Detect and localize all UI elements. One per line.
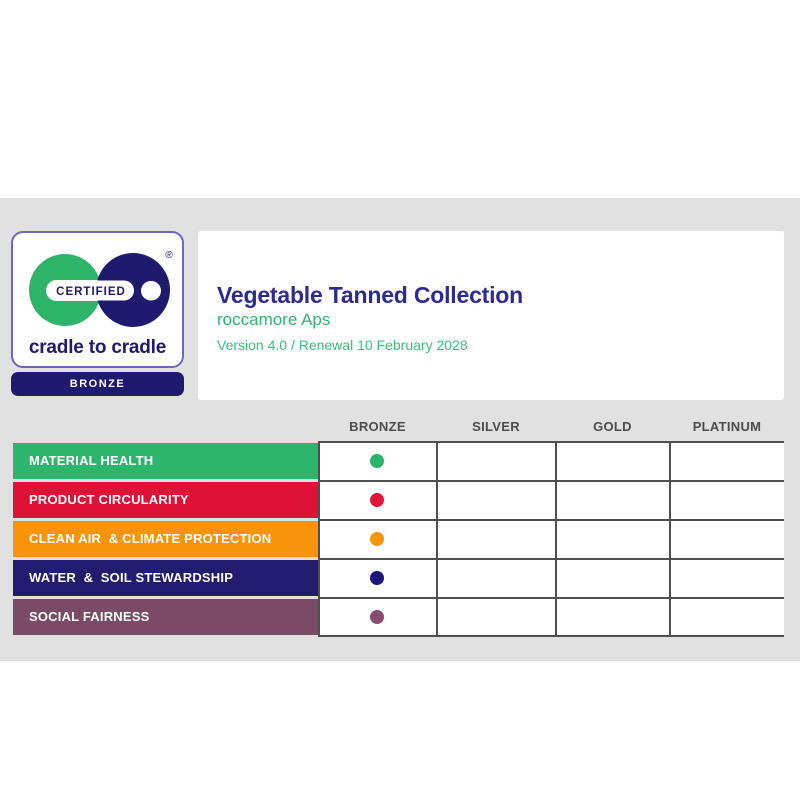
category-bar-material-health: MATERIAL HEALTH (13, 443, 318, 479)
registered-trademark-icon: ® (165, 250, 173, 261)
cradle-to-cradle-wordmark: cradle to cradle (28, 337, 167, 358)
grid-line (318, 519, 784, 521)
grid-line (555, 441, 557, 637)
category-bar-social-fairness: SOCIAL FAIRNESS (13, 599, 318, 635)
score-dot-social-fairness-bronze (370, 610, 384, 624)
category-bar-clean-air-climate-protection: CLEAN AIR & CLIMATE PROTECTION (13, 521, 318, 557)
column-header-gold: GOLD (593, 419, 632, 434)
column-header-silver: SILVER (472, 419, 520, 434)
category-bar-water-soil-stewardship: WATER & SOIL STEWARDSHIP (13, 560, 318, 596)
score-dot-water-soil-stewardship-bronze (370, 571, 384, 585)
category-bar-product-circularity: PRODUCT CIRCULARITY (13, 482, 318, 518)
score-dot-product-circularity-bronze (370, 493, 384, 507)
grid-line (318, 635, 784, 637)
certification-level-banner: BRONZE (11, 372, 184, 396)
score-dot-clean-air-climate-protection-bronze (370, 532, 384, 546)
column-header-platinum: PLATINUM (692, 419, 762, 434)
score-grid (318, 441, 784, 637)
grid-line (318, 597, 784, 599)
version-renewal-line: Version 4.0 / Renewal 10 February 2028 (217, 337, 468, 353)
certified-label: CERTIFIED (56, 286, 126, 298)
c2c-interlocking-circles-icon: CERTIFIED ® (29, 250, 173, 327)
company-name: roccamore Aps (217, 310, 331, 329)
certificate-title: Vegetable Tanned Collection (217, 282, 524, 308)
column-header-bronze: BRONZE (349, 419, 406, 434)
score-dot-material-health-bronze (370, 454, 384, 468)
grid-line (318, 441, 784, 443)
grid-line (669, 441, 671, 637)
certificate-header-card: Vegetable Tanned Collection roccamore Ap… (198, 231, 784, 400)
grid-line (318, 441, 320, 637)
grid-line (318, 558, 784, 560)
grid-line (318, 480, 784, 482)
grid-line (436, 441, 438, 637)
cradle-to-cradle-badge: CERTIFIED ® cradle to cradle (11, 231, 184, 368)
